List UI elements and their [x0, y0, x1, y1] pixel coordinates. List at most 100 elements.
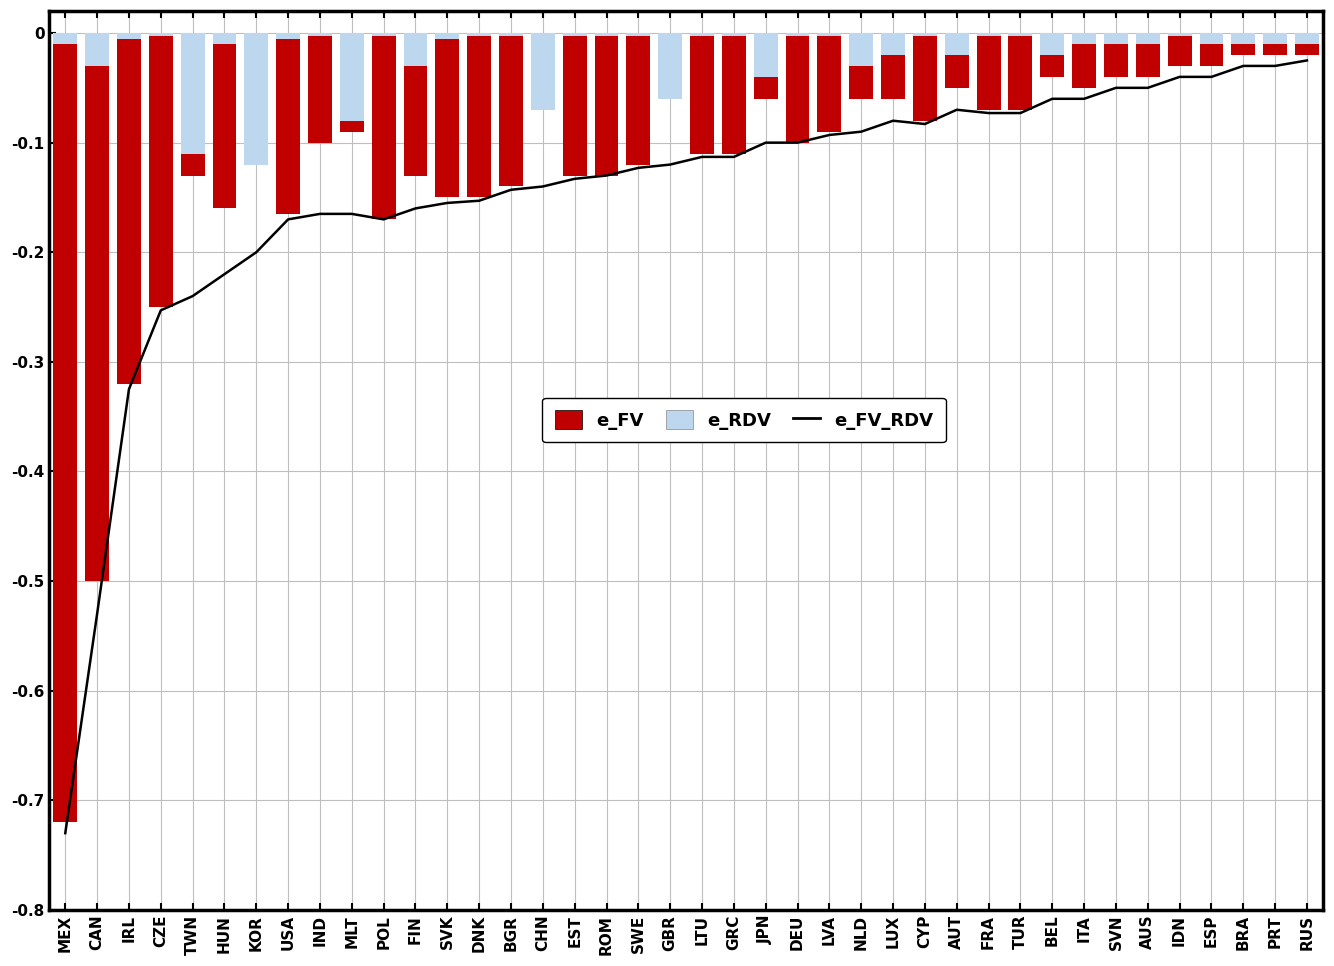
Bar [467, 33, 491, 37]
Bar [658, 33, 682, 99]
Bar [627, 33, 650, 164]
e_FV_RDV [407, 203, 423, 214]
Bar [499, 33, 523, 37]
e_FV_RDV [599, 170, 615, 182]
Bar [1199, 33, 1223, 66]
Bar [85, 33, 109, 66]
Bar [340, 33, 364, 121]
Bar [658, 33, 682, 99]
Bar [467, 33, 491, 197]
Bar [722, 33, 746, 154]
e_FV_RDV [535, 181, 551, 192]
Bar [308, 33, 332, 37]
e_FV_RDV [312, 208, 328, 219]
Legend: e_FV, e_RDV, e_FV_RDV: e_FV, e_RDV, e_FV_RDV [543, 398, 946, 442]
Bar [1041, 33, 1065, 77]
e_FV_RDV [344, 208, 360, 219]
Bar [850, 33, 874, 99]
Bar [1231, 33, 1255, 55]
Bar [308, 33, 332, 143]
e_FV_RDV [790, 137, 806, 149]
Bar [180, 33, 204, 154]
e_FV_RDV [980, 107, 996, 119]
Bar [1167, 33, 1191, 66]
Bar [1105, 33, 1127, 77]
Bar [1009, 33, 1033, 110]
Bar [212, 33, 236, 44]
Bar [690, 33, 714, 154]
Bar [754, 33, 778, 77]
Bar [372, 33, 396, 219]
Bar [1041, 33, 1065, 55]
Bar [435, 33, 459, 197]
Bar [1135, 33, 1159, 44]
e_FV_RDV [854, 126, 870, 137]
Bar [244, 33, 268, 121]
Bar [149, 33, 172, 37]
Bar [1073, 33, 1097, 44]
Bar [372, 33, 396, 37]
e_FV_RDV [1171, 71, 1187, 83]
Bar [786, 33, 810, 143]
Bar [850, 33, 874, 66]
e_FV_RDV [1077, 93, 1093, 104]
e_FV_RDV [916, 118, 932, 129]
Bar [912, 33, 936, 37]
Bar [53, 33, 77, 822]
Bar [149, 33, 172, 307]
Bar [499, 33, 523, 186]
Bar [340, 33, 364, 131]
Bar [722, 33, 746, 37]
Bar [1073, 33, 1097, 88]
Bar [1231, 33, 1255, 44]
Bar [818, 33, 842, 37]
Bar [595, 33, 619, 37]
Bar [276, 33, 300, 213]
e_FV_RDV [631, 162, 647, 174]
Bar [435, 33, 459, 39]
e_FV_RDV [57, 828, 73, 839]
e_FV_RDV [1299, 55, 1315, 67]
Bar [1009, 33, 1033, 37]
e_FV_RDV [567, 173, 583, 185]
e_FV_RDV [662, 158, 678, 170]
Bar [595, 33, 619, 176]
e_FV_RDV [439, 197, 455, 209]
Bar [1263, 33, 1287, 44]
e_FV_RDV [216, 269, 232, 280]
Bar [276, 33, 300, 39]
e_FV_RDV [471, 195, 487, 207]
Bar [117, 33, 141, 39]
Bar [244, 33, 268, 164]
e_FV_RDV [248, 246, 264, 258]
Bar [563, 33, 587, 37]
Bar [1199, 33, 1223, 44]
e_FV_RDV [694, 151, 710, 162]
e_FV_RDV [884, 115, 900, 127]
Bar [117, 33, 141, 384]
Bar [563, 33, 587, 176]
e_FV_RDV [121, 384, 137, 395]
Bar [627, 33, 650, 37]
e_FV_RDV [1235, 60, 1251, 71]
Bar [404, 33, 427, 66]
Bar [531, 33, 555, 110]
e_FV_RDV [726, 151, 742, 162]
Bar [1263, 33, 1287, 55]
Bar [882, 33, 904, 99]
e_FV_RDV [89, 609, 105, 620]
e_FV_RDV [822, 129, 838, 141]
e_FV_RDV [503, 184, 519, 195]
Bar [212, 33, 236, 209]
Bar [1295, 33, 1319, 44]
Bar [944, 33, 968, 88]
Bar [1105, 33, 1127, 44]
Bar [1135, 33, 1159, 77]
Bar [976, 33, 1000, 110]
e_FV_RDV [1139, 82, 1155, 94]
Bar [882, 33, 904, 55]
e_FV_RDV [1267, 60, 1283, 71]
Bar [912, 33, 936, 121]
Bar [1295, 33, 1319, 55]
e_FV_RDV [376, 213, 392, 225]
